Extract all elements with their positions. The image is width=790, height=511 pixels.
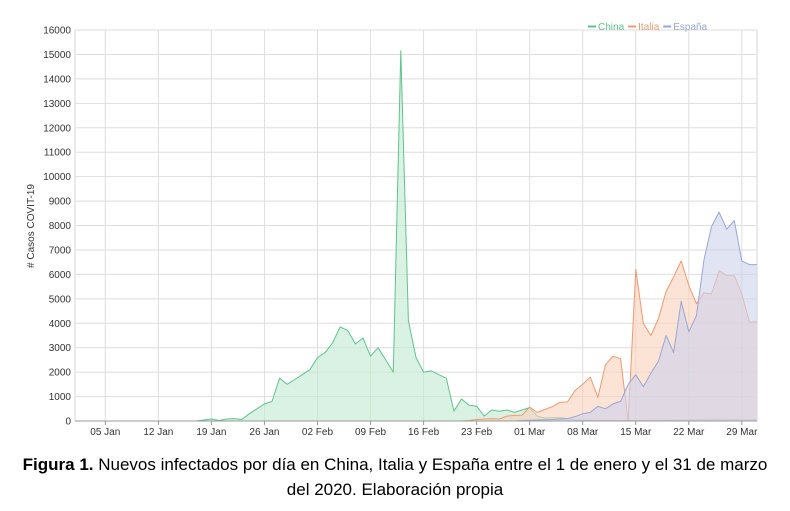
y-tick-label: 16000 [43, 26, 71, 37]
x-tick-label: 12 Jan [143, 427, 173, 438]
x-tick-label: 02 Feb [302, 427, 334, 438]
x-tick-label: 16 Feb [408, 427, 440, 438]
x-tick-label: 15 Mar [620, 427, 652, 438]
figure-caption: Figura 1. Nuevos infectados por día en C… [20, 452, 770, 502]
legend-item-china: China [588, 22, 625, 33]
x-tick-label: 26 Jan [249, 427, 279, 438]
y-tick-label: 14000 [43, 74, 71, 85]
y-tick-label: 12000 [43, 123, 71, 134]
x-tick-label: 01 Mar [514, 427, 546, 438]
series-area [75, 212, 757, 421]
y-tick-label: 13000 [43, 99, 71, 110]
y-tick-label: 4000 [49, 319, 72, 330]
y-tick-label: 10000 [43, 172, 71, 183]
legend: China Italia España [588, 22, 708, 33]
y-tick-label: 11000 [44, 148, 72, 159]
y-tick-label: 6000 [49, 270, 72, 281]
chart-area: 0 1000 2000 3000 4000 5000 6000 7000 8000 9000 100… [26, 22, 758, 439]
legend-label: China [598, 22, 625, 33]
series-line [75, 211, 757, 422]
series-españa [75, 211, 757, 422]
legend-label: España [673, 22, 707, 33]
y-tick-label: 0 [65, 417, 71, 428]
caption-label: Figura 1. [22, 455, 94, 474]
x-tick-label: 23 Feb [461, 427, 493, 438]
area-chart: 0 1000 2000 3000 4000 5000 6000 7000 8000 9000 100… [26, 22, 758, 439]
y-tick-label: 8000 [49, 221, 72, 232]
x-tick-label: 09 Feb [355, 427, 387, 438]
legend-item-italia: Italia [628, 22, 660, 33]
legend-label: Italia [638, 22, 660, 33]
y-tick-label: 7000 [49, 245, 72, 256]
x-tick-label: 19 Jan [196, 427, 226, 438]
y-axis-title: # Casos COVIT-19 [26, 184, 37, 268]
axes: 0 1000 2000 3000 4000 5000 6000 7000 8000 9000 100… [43, 26, 758, 439]
x-tick-label: 08 Mar [567, 427, 599, 438]
y-tick-label: 1000 [49, 392, 72, 403]
x-tick-label: 22 Mar [673, 427, 705, 438]
y-tick-label: 2000 [49, 368, 72, 379]
y-tick-label: 15000 [43, 50, 71, 61]
x-tick-label: 05 Jan [90, 427, 120, 438]
y-tick-label: 5000 [49, 294, 72, 305]
legend-item-españa: España [663, 22, 708, 33]
caption-text: Nuevos infectados por día en China, Ital… [93, 455, 768, 499]
x-tick-label: 29 Mar [726, 427, 758, 438]
y-tick-label: 3000 [49, 343, 72, 354]
series-layer [75, 50, 758, 422]
y-tick-label: 9000 [49, 197, 72, 208]
